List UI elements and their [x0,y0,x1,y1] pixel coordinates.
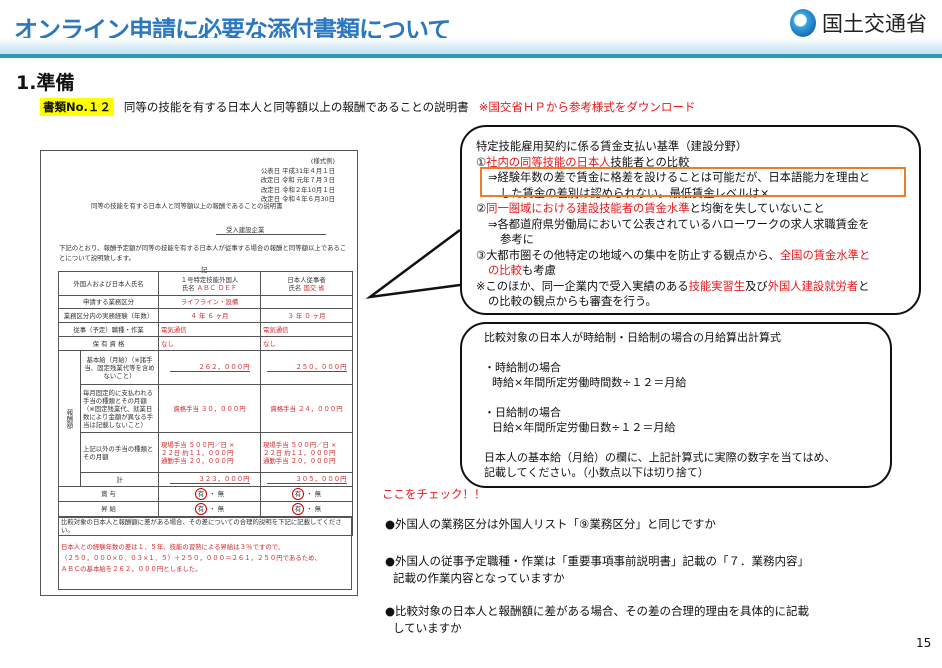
form-title: 同等の技能を有する日本人と同等額以上の報酬であることの説明書 [91,202,283,210]
name-label: 外国人および日本人氏名 [57,271,160,296]
callout-title: 特定技能雇用契約に係る賃金支払い基準（建設分野） [476,140,748,153]
ministry-logo: 国土交通省 [790,8,927,38]
table-row: 従事（予定）職種・作業 電気通信 電気通信 [57,322,354,337]
comparison-table: 外国人および日本人氏名 １号特定技能外国人 氏名 ＡＢＣ ＤＥＦ 日本人従事者 氏名… [57,271,354,536]
reason-box: 日本人との経験年数の差は１．５年、技能の習熟による昇給は３％ですので、 （２５０，… [58,517,352,590]
check-item: ●外国人の業務区分は外国人リスト「⑨業務区分」と同じですか [385,517,716,531]
form-dates: (様式例) 公表日 平成31年４月１日 改定日 令和 元年７月３日 改定日 令和… [261,157,335,205]
criterion-2: ②同一圏域における建設技能者の賃金水準と均衡を失していないこと [476,202,825,215]
form-date: 改定日 令和２年10月１日 [260,185,335,194]
hourly-label: ・時給制の場合 [484,361,561,374]
form-company: 受入建設企業 [216,225,326,235]
form-date: 公表日 平成31年４月１日 [260,166,335,175]
wage-criteria-callout: 特定技能雇用契約に係る賃金支払い基準（建設分野） ①社内の同等技能の日本人技能者… [460,125,921,315]
criterion-2-detail: 参考に [500,233,534,246]
sample-form: (様式例) 公表日 平成31年４月１日 改定日 令和 元年７月３日 改定日 令和… [40,150,358,596]
section-heading: 1.準備 [16,72,75,94]
table-row: 昇 給有 ・ 無有 ・ 無 [57,501,354,517]
table-row: 上記以外の手当の種類とその月額 現場手当 ５００円／日 × ２２日 約１１，０００円… [59,432,354,473]
criterion-2-detail: ⇒各都道府県労働局において公表されているハローワークの求人求職賃金を [488,217,870,231]
criterion-3: ③大都市圏その他特定の地域への集中を防止する観点から、全国の賃金水準と [476,248,871,262]
criterion-3-cont: の比較も考慮 [488,264,556,277]
callout-pointer [365,228,461,299]
table-row: 賞 与有 ・ 無有 ・ 無 [57,486,354,502]
hourly-formula: 時給×年間所定労働時間数÷１２＝月給 [492,376,687,389]
check-heading: ここをチェック！！ [382,487,486,501]
form-intro: 下記のとおり、報酬予定額が同等の技能を有する日本人が従事する場合の報酬と同等額以… [59,244,347,262]
document-number-badge: 書類No.１２ [40,98,114,116]
form-style-label: (様式例) [310,157,335,165]
ministry-emblem-icon [790,9,816,37]
ministry-name: 国土交通省 [822,12,927,36]
daily-label: ・日給制の場合 [484,406,561,419]
page-number: 15 [916,636,932,650]
form-ki: 記 [201,266,208,274]
criterion-note-cont: の比較の観点からも審査を行う。 [488,295,657,308]
table-row: 報酬額 基本給（月給）（※諸手当、固定残業代等を含めないこと） ２６２，０００円 ２５… [58,350,354,487]
table-row: 毎月固定的に支払われる手当の種類とその月額（※固定残業代、就業日数により金額が異… [59,384,354,433]
header-band [0,38,942,54]
japanese-col: 日本人従事者 氏名 国交 省 [260,271,354,296]
header-divider [0,54,942,58]
formula-note: 日本人の基本給（月給）の欄に、上記計算式に実際の数字を当てはめ、 [484,451,836,464]
check-item: ●外国人の従事予定職種・作業は「重要事項事前説明書」記載の「７．業務内容」 記載の… [385,554,810,585]
document-description: 同等の技能を有する日本人と同等額以上の報酬であることの説明書 [123,100,469,114]
foreign-col: １号特定技能外国人 氏名 ＡＢＣ ＤＥＦ [158,271,262,296]
table-row: 計 ３２３，０００円 ３０５，０００円 [59,472,354,487]
check-item: ●比較対象の日本人と報酬額に差がある場合、その差の合理的理由を具体的に記載 してい… [385,604,810,635]
criterion-1-detail: ⇒経験年数の差で賃金に格差を設けることは可能だが、日本語能力を理由と [488,171,871,184]
formula-title: 比較対象の日本人が時給制・日給制の場合の月給算出計算式 [484,331,781,344]
daily-formula: 日給×年間所定労働日数÷１２＝月給 [492,421,676,434]
highlight-frame [480,167,906,197]
monthly-wage-formula-callout: 比較対象の日本人が時給制・日給制の場合の月給算出計算式 ・時給制の場合 時給×年… [460,322,892,488]
download-note: ※国交省ＨＰから参考様式をダウンロード [478,100,696,114]
form-date: 改定日 令和 元年７月３日 [260,176,335,184]
form-date: 改定日 令和４年６月30日 [260,195,335,203]
criterion-note: ※このほか、同一企業内で受入実績のある技能実習生及び外国人建設就労者と [476,279,870,293]
table-row: 業務区分内の実務経験（年数） ４ 年 ６ ヶ月 ３ 年 ０ ヶ月 [57,308,354,323]
table-row: 申請する業務区分 ライフライン・設備 [57,295,354,309]
criterion-1: ①社内の同等技能の日本人技能者との比較 [476,155,690,169]
document-line: 書類No.１２ 同等の技能を有する日本人と同等額以上の報酬であることの説明書 ※… [40,98,695,116]
table-row: 保 有 資 格なし なし [57,336,354,351]
formula-note: 記載してください。（小数点以下は切り捨て） [484,466,709,479]
